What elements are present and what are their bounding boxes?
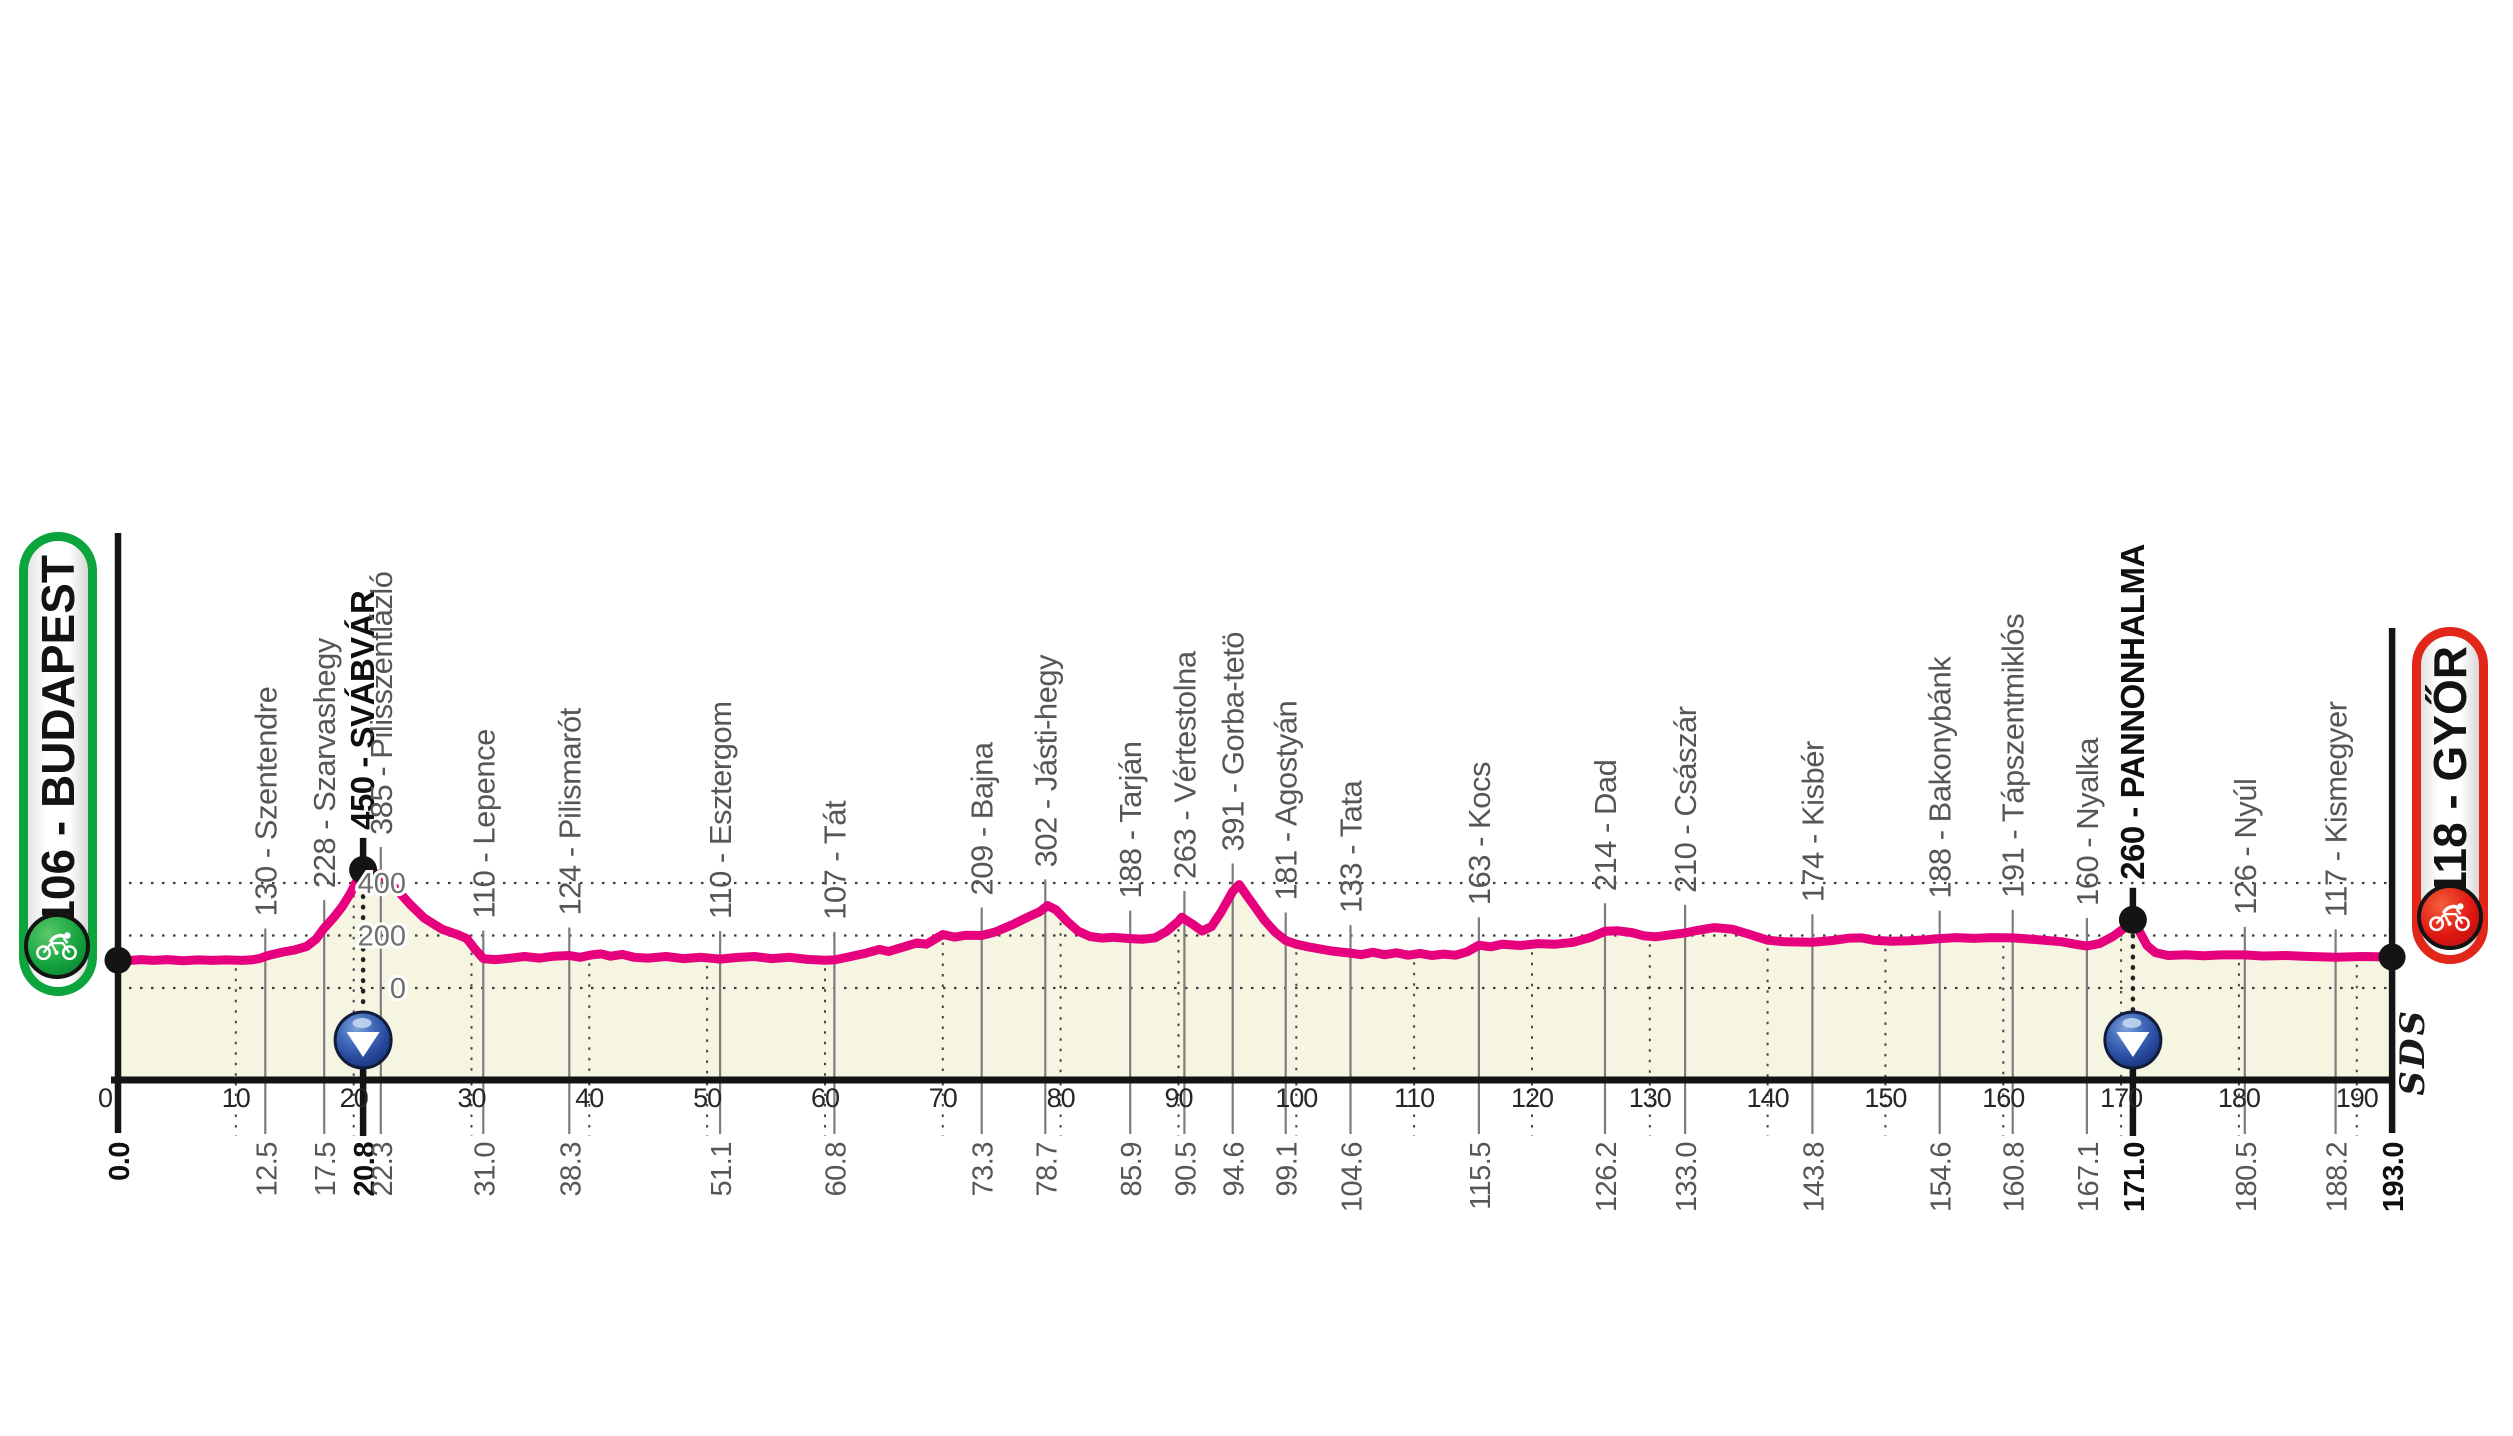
km-tick-label: 50	[693, 1083, 721, 1113]
km-tick-label: 0	[98, 1083, 112, 1113]
km-tick-label: 60	[811, 1083, 839, 1113]
waypoint-km-label: 99.1	[1272, 1142, 1304, 1196]
waypoint-label: 450 - SVÁBVÁR	[344, 590, 381, 830]
km-tick-label: 90	[1164, 1083, 1192, 1113]
waypoint-label: 117 - Kismegyer	[2319, 701, 2354, 917]
km-tick-label: 120	[1511, 1083, 1553, 1113]
km-tick-label: 110	[1394, 1083, 1434, 1113]
waypoint-km-label: 51.1	[706, 1142, 738, 1196]
km-tick-label: 70	[929, 1083, 957, 1113]
finish-dot	[2378, 943, 2406, 971]
waypoint-km-label: 143.8	[1798, 1142, 1830, 1212]
climb-marker-highlight	[2122, 1018, 2142, 1028]
km-tick-label: 40	[575, 1083, 603, 1113]
km-tick-label: 20	[340, 1083, 368, 1113]
waypoint-km-label: 167.1	[2073, 1142, 2105, 1212]
waypoint-label: 210 - Császár	[1668, 706, 1703, 893]
waypoint-km-label: 85.9	[1116, 1142, 1148, 1196]
waypoint-label: 188 - Tarján	[1113, 741, 1148, 898]
km-tick-label: 140	[1747, 1083, 1789, 1113]
climb-marker-triangle	[2116, 1032, 2150, 1057]
elevation-profile-line	[113, 865, 2397, 966]
waypoint-km-label: 12.5	[251, 1142, 283, 1196]
km-tick-label: 150	[1864, 1083, 1906, 1113]
waypoint-label: 124 - Pilismarót	[552, 707, 587, 915]
waypoint-label: 160 - Nyalka	[2070, 737, 2105, 906]
climb-marker-highlight	[352, 1018, 372, 1028]
waypoint-km-label: 22.3	[367, 1142, 399, 1196]
km-tick-label: 130	[1629, 1083, 1671, 1113]
waypoint-label: 130 - Szentendre	[248, 687, 283, 917]
elevation-gridline-label: 400	[358, 868, 406, 900]
cyclist-icon	[36, 932, 77, 961]
start-station-pill: 106 - BUDAPEST	[19, 532, 97, 996]
finish-cyclist-badge	[2417, 884, 2483, 950]
waypoint-km-label: 104.6	[1337, 1142, 1369, 1212]
waypoint-km-label: 115.5	[1465, 1142, 1497, 1210]
waypoint-km-label: 73.3	[968, 1142, 1000, 1196]
km-tick-label: 180	[2218, 1083, 2260, 1113]
waypoint-km-label: 133.0	[1671, 1142, 1703, 1212]
waypoint-label: 260 - PANNONHALMA	[2114, 544, 2151, 880]
waypoint-km-label: 38.3	[555, 1142, 587, 1196]
waypoint-label: 263 - Vértestolna	[1167, 650, 1202, 879]
waypoint-km-label: 188.2	[2322, 1142, 2354, 1212]
waypoint-label: 391 - Gorba-tetö	[1216, 632, 1251, 851]
waypoint-label: 174 - Kisbér	[1795, 741, 1830, 902]
summit-dot	[2118, 905, 2147, 934]
waypoint-label: 163 - Kocs	[1462, 762, 1497, 905]
km-tick-label: 80	[1047, 1083, 1075, 1113]
elevation-gridline-label: 200	[358, 921, 406, 953]
waypoint-km-label: 0.0	[104, 1142, 136, 1181]
waypoint-km-label: 171.0	[2119, 1142, 2151, 1212]
elevation-gridline-label: 0	[390, 973, 406, 1005]
waypoint-km-label: 78.7	[1031, 1142, 1063, 1196]
waypoint-label: 214 - Dad	[1588, 760, 1623, 892]
km-tick-label: 160	[1982, 1083, 2024, 1113]
profile-area-fill	[118, 869, 2393, 1080]
waypoint-label: 126 - Nyúl	[2228, 779, 2263, 915]
waypoint-label: 133 - Tata	[1334, 780, 1369, 914]
waypoint-label: 107 - Tát	[817, 800, 852, 920]
waypoint-label: 302 - Jásti-hegy	[1028, 654, 1063, 868]
finish-station-label: 118 - GYŐR	[2424, 646, 2476, 897]
km-tick-label: 100	[1275, 1083, 1317, 1113]
waypoint-km-label: 160.8	[1999, 1142, 2031, 1212]
waypoint-km-label: 17.5	[310, 1142, 342, 1196]
waypoint-label: 110 - Lepence	[466, 729, 501, 918]
climb-marker-triangle	[346, 1032, 380, 1057]
km-tick-label: 170	[2100, 1083, 2142, 1113]
waypoint-km-label: 60.8	[820, 1142, 852, 1196]
waypoint-km-label: 193.0	[2378, 1142, 2410, 1212]
waypoint-km-label: 126.2	[1591, 1142, 1623, 1212]
start-dot	[104, 946, 132, 974]
waypoint-km-label: 180.5	[2231, 1142, 2263, 1212]
km-tick-label: 30	[457, 1083, 485, 1113]
waypoint-label: 209 - Bajna	[965, 741, 1000, 895]
cyclist-icon	[2429, 903, 2470, 932]
waypoint-km-label: 154.6	[1926, 1142, 1958, 1212]
summit-dot	[349, 855, 378, 884]
waypoint-label: 110 - Esztergom	[703, 701, 738, 919]
waypoint-km-label: 20.8	[349, 1142, 381, 1197]
waypoint-label: 188 - Bakonybánk	[1923, 656, 1958, 899]
waypoint-km-label: 31.0	[469, 1142, 501, 1196]
waypoint-km-label: 94.6	[1219, 1142, 1251, 1196]
waypoint-label: 181 - Agostyán	[1269, 701, 1304, 901]
km-tick-label: 190	[2336, 1083, 2378, 1113]
waypoint-km-label: 90.5	[1170, 1142, 1202, 1196]
waypoint-label: 228 - Szarvashegy	[307, 637, 342, 888]
km-tick-label: 10	[222, 1083, 250, 1113]
start-station-label: 106 - BUDAPEST	[32, 555, 84, 926]
start-cyclist-badge	[24, 913, 90, 979]
waypoint-label: 385 - Pilisszentlázló	[364, 572, 399, 835]
designer-logo: SDS	[2393, 1008, 2433, 1096]
waypoint-label: 191 - Tápszentmiklós	[1996, 614, 2031, 898]
